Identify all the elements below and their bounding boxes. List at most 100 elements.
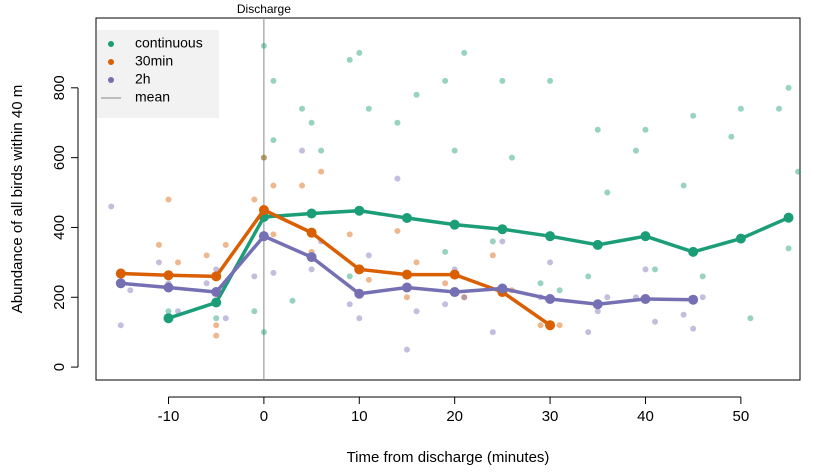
data-point (318, 168, 325, 175)
legend-marker (108, 77, 114, 83)
data-point (785, 245, 792, 252)
mean-point (163, 313, 174, 324)
data-point (537, 280, 544, 287)
mean-point (640, 294, 651, 305)
data-point (222, 315, 229, 322)
data-point (346, 301, 353, 308)
data-point (461, 49, 468, 56)
mean-point (545, 320, 556, 331)
mean-point (354, 205, 365, 216)
mean-point (497, 283, 508, 294)
mean-point (592, 239, 603, 250)
data-point (165, 196, 172, 203)
data-point (127, 287, 134, 294)
data-point (499, 77, 506, 84)
data-point (165, 308, 172, 315)
data-point (356, 315, 363, 322)
mean-point (211, 271, 222, 282)
data-point (442, 301, 449, 308)
data-point (489, 238, 496, 245)
mean-point (449, 287, 460, 298)
x-tick-label: 30 (542, 408, 559, 425)
x-tick-label: 40 (637, 408, 654, 425)
x-tick-label: 10 (351, 408, 368, 425)
data-point (175, 308, 182, 315)
data-point (585, 329, 592, 336)
data-point (642, 266, 649, 273)
data-point (680, 311, 687, 318)
data-point (680, 182, 687, 189)
data-point (270, 182, 277, 189)
data-point (213, 322, 220, 329)
mean-point (115, 278, 126, 289)
legend-label: continuous (135, 35, 203, 51)
data-point (203, 252, 210, 259)
data-point (413, 259, 420, 266)
mean-point (258, 204, 269, 215)
data-point (442, 280, 449, 287)
data-point (652, 318, 659, 325)
y-tick-label: 600 (51, 145, 68, 170)
data-point (260, 154, 267, 161)
mean-point (783, 212, 794, 223)
data-point (299, 182, 306, 189)
mean-point (545, 231, 556, 242)
data-point (489, 252, 496, 259)
data-point (394, 119, 401, 126)
y-tick-label: 200 (51, 285, 68, 310)
data-point (499, 238, 506, 245)
plot-frame (95, 17, 801, 381)
data-point (203, 280, 210, 287)
mean-point (497, 224, 508, 235)
mean-point (592, 299, 603, 310)
mean-point (640, 231, 651, 242)
data-point (251, 308, 258, 315)
data-point (489, 329, 496, 336)
data-point (547, 77, 554, 84)
data-point (737, 105, 744, 112)
data-point (403, 346, 410, 353)
data-point (318, 147, 325, 154)
data-point (155, 241, 162, 248)
data-point (451, 147, 458, 154)
mean-point (735, 233, 746, 244)
data-point (604, 294, 611, 301)
data-point (213, 315, 220, 322)
mean-point (258, 231, 269, 242)
mean-point (306, 208, 317, 219)
legend-box (97, 30, 219, 118)
mean-point (401, 282, 412, 293)
mean-point (401, 213, 412, 224)
data-point (547, 259, 554, 266)
data-point (785, 84, 792, 91)
mean-point (115, 268, 126, 279)
data-point (795, 168, 802, 175)
mean-point (688, 294, 699, 305)
data-point (632, 147, 639, 154)
mean-point (449, 219, 460, 230)
legend-label: 30min (135, 53, 173, 69)
data-point (251, 273, 258, 280)
data-point (308, 119, 315, 126)
legend-marker (108, 41, 114, 47)
data-point (556, 287, 563, 294)
data-point (556, 322, 563, 329)
data-point (356, 49, 363, 56)
data-point (270, 231, 277, 238)
mean-point (163, 270, 174, 281)
mean-line (167, 208, 790, 320)
data-point (365, 276, 372, 283)
data-point (308, 266, 315, 273)
data-point (413, 308, 420, 315)
data-point (299, 147, 306, 154)
y-tick-label: 0 (51, 363, 68, 371)
mean-point (401, 269, 412, 280)
mean-point (306, 252, 317, 263)
data-point (642, 126, 649, 133)
data-point (260, 154, 267, 161)
data-point (365, 105, 372, 112)
data-point (594, 126, 601, 133)
data-point (442, 77, 449, 84)
data-point (270, 269, 277, 276)
